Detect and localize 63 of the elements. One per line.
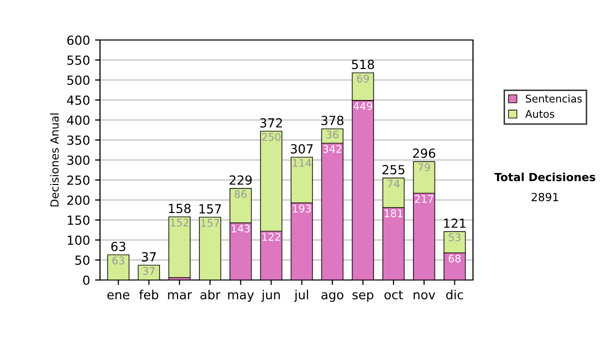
y-axis-title: Decisiones Anual xyxy=(50,114,59,206)
x-tick-label: nov xyxy=(414,292,436,300)
total-label: 63 xyxy=(111,242,126,252)
text: 2891 xyxy=(532,192,558,202)
y-tick-label: 350 xyxy=(67,135,90,145)
legend-label: Sentencias xyxy=(526,94,582,103)
y-tick-label: 600 xyxy=(67,35,90,45)
total-label: 296 xyxy=(413,148,436,158)
y-tick-label: 550 xyxy=(67,55,90,65)
y-tick-label: 0 xyxy=(83,275,90,285)
x-tick-label: jul xyxy=(294,290,308,302)
data-label: 114 xyxy=(292,159,312,167)
total-label: 518 xyxy=(352,60,374,70)
data-label: 449 xyxy=(354,102,372,110)
total-label: 157 xyxy=(200,204,221,214)
total-label: 229 xyxy=(230,175,252,185)
total-label: 37 xyxy=(142,252,156,262)
data-label: 181 xyxy=(384,209,402,218)
x-tick-label: ene xyxy=(107,292,130,300)
data-label: 79 xyxy=(418,163,430,172)
data-label: 74 xyxy=(388,180,400,188)
x-tick-label: feb xyxy=(139,290,158,300)
data-label: 68 xyxy=(448,254,461,262)
total-label: 372 xyxy=(260,118,282,128)
data-label: 86 xyxy=(234,190,247,198)
data-label: 152 xyxy=(170,218,188,226)
data-label: 217 xyxy=(414,194,434,203)
x-tick-label: abr xyxy=(200,290,220,300)
x-tick-label: oct xyxy=(384,290,403,300)
x-tick-label: jun xyxy=(261,290,280,302)
total-label: 307 xyxy=(290,144,313,154)
data-label: 63 xyxy=(112,256,124,264)
legend-label: Autos xyxy=(525,110,554,118)
y-tick-label: 500 xyxy=(67,75,90,85)
data-label: 143 xyxy=(232,224,250,232)
y-tick-label: 300 xyxy=(67,155,90,165)
data-label: 69 xyxy=(357,74,369,82)
x-tick-label: ago xyxy=(321,292,344,302)
y-tick-label: 200 xyxy=(67,195,90,205)
data-label: 157 xyxy=(201,219,220,227)
total-label: 378 xyxy=(321,116,344,126)
data-label: 53 xyxy=(448,233,460,242)
x-tick-label: mar xyxy=(168,292,192,300)
x-tick-label: dic xyxy=(446,290,464,300)
y-tick-label: 150 xyxy=(68,215,90,225)
y-tick-label: 100 xyxy=(68,235,90,245)
text: Total Decisiones xyxy=(494,172,596,182)
data-label: 37 xyxy=(143,266,155,275)
bar xyxy=(168,216,191,278)
data-label: 250 xyxy=(262,132,280,141)
total-label: 121 xyxy=(444,218,466,228)
x-tick-label: may xyxy=(228,292,254,302)
total-label: 255 xyxy=(382,164,404,174)
data-label: 193 xyxy=(292,204,311,212)
y-tick-label: 450 xyxy=(67,95,90,105)
y-tick-label: 400 xyxy=(67,115,90,125)
data-label: 342 xyxy=(323,144,342,153)
x-tick-label: sep xyxy=(352,292,374,302)
y-tick-label: 250 xyxy=(67,175,90,185)
total-label: 158 xyxy=(168,204,191,214)
data-label: 122 xyxy=(262,232,280,241)
data-label: 36 xyxy=(326,130,338,138)
y-tick-label: 50 xyxy=(75,255,90,265)
